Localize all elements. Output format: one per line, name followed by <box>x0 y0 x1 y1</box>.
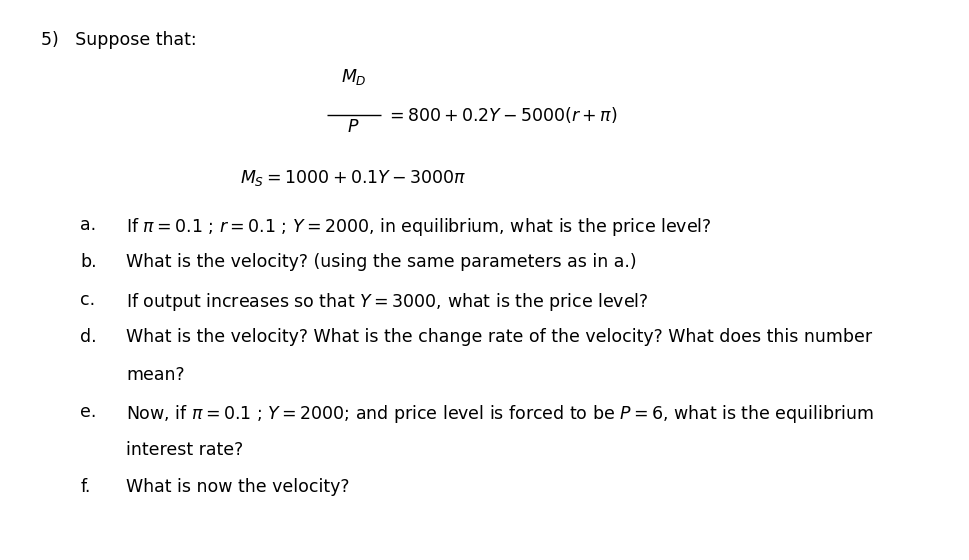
Text: d.: d. <box>80 328 97 346</box>
Text: What is now the velocity?: What is now the velocity? <box>126 478 350 496</box>
Text: If $\pi = 0.1$ ; $r = 0.1$ ; $Y = 2000$, in equilibrium, what is the price level: If $\pi = 0.1$ ; $r = 0.1$ ; $Y = 2000$,… <box>126 216 711 237</box>
Text: 5)   Suppose that:: 5) Suppose that: <box>41 31 197 49</box>
Text: interest rate?: interest rate? <box>126 441 243 459</box>
Text: $P$: $P$ <box>348 118 359 136</box>
Text: What is the velocity? What is the change rate of the velocity? What does this nu: What is the velocity? What is the change… <box>126 328 872 346</box>
Text: b.: b. <box>80 253 97 271</box>
Text: $M_D$: $M_D$ <box>341 67 366 87</box>
Text: Now, if $\pi = 0.1$ ; $Y = 2000$; and price level is forced to be $P = 6$, what : Now, if $\pi = 0.1$ ; $Y = 2000$; and pr… <box>126 403 873 425</box>
Text: mean?: mean? <box>126 366 185 384</box>
Text: What is the velocity? (using the same parameters as in a.): What is the velocity? (using the same pa… <box>126 253 637 271</box>
Text: If output increases so that $Y = 3000$, what is the price level?: If output increases so that $Y = 3000$, … <box>126 291 648 312</box>
Text: a.: a. <box>80 216 97 234</box>
Text: e.: e. <box>80 403 97 421</box>
Text: $M_S = 1000 + 0.1Y - 3000\pi$: $M_S = 1000 + 0.1Y - 3000\pi$ <box>240 168 467 188</box>
Text: $= 800 + 0.2Y - 5000(r + \pi)$: $= 800 + 0.2Y - 5000(r + \pi)$ <box>386 105 617 125</box>
Text: f.: f. <box>80 478 91 496</box>
Text: c.: c. <box>80 291 96 309</box>
